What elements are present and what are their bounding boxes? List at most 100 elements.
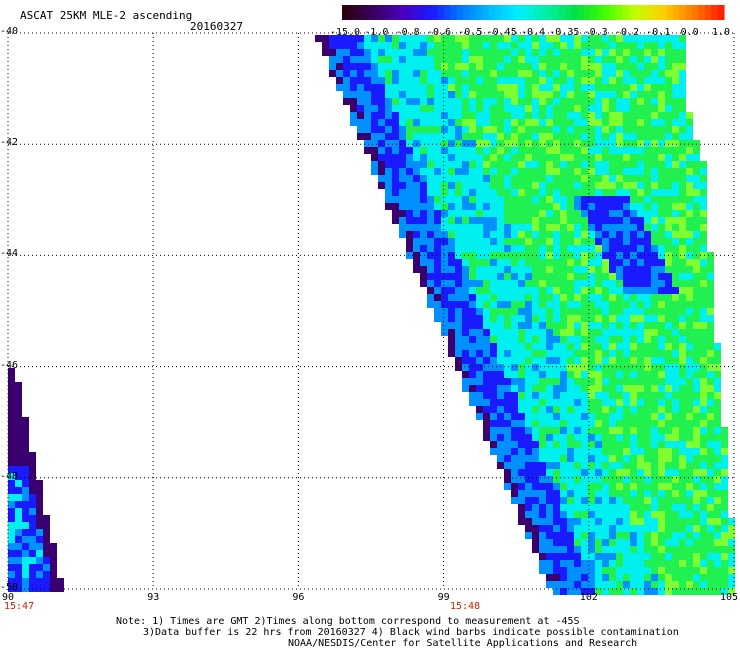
swath-cell <box>525 448 532 455</box>
swath-cell <box>595 119 602 126</box>
swath-cell <box>630 441 637 448</box>
swath-cell <box>567 518 574 525</box>
swath-cell <box>490 252 497 259</box>
lon-label: 96 <box>292 592 305 603</box>
swath-cell <box>637 154 644 161</box>
swath-cell <box>462 273 469 280</box>
swath-cell <box>686 539 693 546</box>
swath-cell <box>679 413 686 420</box>
swath-cell <box>476 133 483 140</box>
swath-cell <box>455 70 462 77</box>
swath-cell <box>567 581 574 588</box>
swath-cell <box>609 427 616 434</box>
swath-cell <box>693 532 700 539</box>
swath-cell <box>574 273 581 280</box>
swath-cell <box>588 504 595 511</box>
swath-cell <box>8 501 15 508</box>
swath-cell <box>588 308 595 315</box>
swath-cell <box>483 343 490 350</box>
swath-cell <box>497 217 504 224</box>
swath-cell <box>8 375 15 382</box>
swath-cell <box>50 557 57 564</box>
swath-cell <box>560 280 567 287</box>
swath-cell <box>392 217 399 224</box>
swath-cell <box>637 91 644 98</box>
swath-cell <box>539 112 546 119</box>
swath-cell <box>413 42 420 49</box>
swath-cell <box>462 203 469 210</box>
swath-cell <box>588 175 595 182</box>
swath-cell <box>476 49 483 56</box>
swath-cell <box>15 543 22 550</box>
swath-cell <box>504 105 511 112</box>
swath-cell <box>392 42 399 49</box>
swath-cell <box>623 567 630 574</box>
swath-cell <box>658 483 665 490</box>
colorbar-segment <box>564 5 572 20</box>
swath-cell <box>22 445 29 452</box>
swath-cell <box>665 98 672 105</box>
swath-cell <box>679 245 686 252</box>
swath-cell <box>518 217 525 224</box>
swath-cell <box>539 532 546 539</box>
swath-cell <box>525 98 532 105</box>
swath-cell <box>441 259 448 266</box>
swath-cell <box>322 49 329 56</box>
swath-cell <box>504 217 511 224</box>
swath-cell <box>679 371 686 378</box>
swath-cell <box>511 105 518 112</box>
swath-cell <box>623 497 630 504</box>
swath-cell <box>567 140 574 147</box>
swath-cell <box>483 196 490 203</box>
swath-cell <box>476 217 483 224</box>
swath-cell <box>476 406 483 413</box>
swath-cell <box>595 49 602 56</box>
swath-cell <box>462 217 469 224</box>
swath-cell <box>434 133 441 140</box>
swath-cell <box>476 203 483 210</box>
swath-cell <box>574 210 581 217</box>
swath-cell <box>560 63 567 70</box>
swath-cell <box>539 280 546 287</box>
swath-cell <box>644 105 651 112</box>
swath-cell <box>574 63 581 70</box>
swath-cell <box>371 119 378 126</box>
swath-cell <box>448 210 455 217</box>
swath-cell <box>43 571 50 578</box>
swath-cell <box>651 413 658 420</box>
swath-cell <box>413 182 420 189</box>
swath-cell <box>518 238 525 245</box>
swath-cell <box>434 42 441 49</box>
swath-cell <box>553 126 560 133</box>
swath-cell <box>532 525 539 532</box>
swath-cell <box>532 301 539 308</box>
swath-cell <box>392 133 399 140</box>
swath-cell <box>602 560 609 567</box>
swath-cell <box>700 294 707 301</box>
colorbar-label: -0.1 <box>646 27 670 38</box>
colorbar-label: 0.0 <box>681 27 699 38</box>
swath-cell <box>665 546 672 553</box>
swath-cell <box>413 49 420 56</box>
swath-cell <box>574 406 581 413</box>
swath-cell <box>518 336 525 343</box>
swath-cell <box>448 315 455 322</box>
swath-cell <box>546 147 553 154</box>
swath-cell <box>588 448 595 455</box>
swath-cell <box>616 266 623 273</box>
swath-cell <box>651 357 658 364</box>
swath-cell <box>441 56 448 63</box>
swath-cell <box>574 581 581 588</box>
swath-cell <box>462 182 469 189</box>
swath-cell <box>448 196 455 203</box>
swath-cell <box>567 182 574 189</box>
swath-cell <box>700 532 707 539</box>
swath-cell <box>525 42 532 49</box>
swath-cell <box>581 357 588 364</box>
swath-cell <box>623 217 630 224</box>
swath-cell <box>651 301 658 308</box>
swath-cell <box>497 245 504 252</box>
swath-cell <box>504 357 511 364</box>
swath-cell <box>602 112 609 119</box>
swath-cell <box>525 532 532 539</box>
